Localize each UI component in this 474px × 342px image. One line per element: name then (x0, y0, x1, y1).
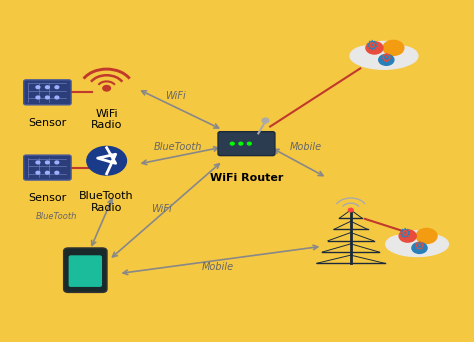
Text: Mobile: Mobile (290, 143, 322, 153)
Circle shape (383, 40, 404, 55)
Circle shape (36, 161, 40, 164)
Circle shape (55, 161, 59, 164)
Ellipse shape (381, 46, 418, 66)
FancyBboxPatch shape (24, 155, 71, 180)
Circle shape (36, 86, 40, 89)
Circle shape (230, 142, 234, 145)
Text: BlueTooth
Radio: BlueTooth Radio (79, 191, 134, 213)
FancyBboxPatch shape (218, 132, 275, 156)
Circle shape (412, 242, 427, 253)
Text: BlueTooth: BlueTooth (36, 212, 78, 221)
Circle shape (416, 228, 437, 244)
Circle shape (36, 96, 40, 99)
Circle shape (399, 230, 416, 242)
Text: ⚙: ⚙ (366, 39, 378, 53)
Circle shape (239, 142, 243, 145)
Ellipse shape (362, 41, 405, 62)
Circle shape (247, 142, 251, 145)
Circle shape (46, 96, 49, 99)
FancyBboxPatch shape (64, 248, 107, 292)
Circle shape (87, 146, 127, 175)
Ellipse shape (397, 231, 437, 249)
Text: ⚙: ⚙ (414, 240, 425, 253)
Circle shape (46, 86, 49, 89)
Ellipse shape (389, 236, 446, 256)
Text: Sensor: Sensor (28, 193, 66, 203)
Text: ⚙: ⚙ (419, 227, 434, 245)
Circle shape (103, 86, 110, 91)
Ellipse shape (414, 235, 448, 253)
Circle shape (36, 171, 40, 174)
Text: Mobile: Mobile (202, 262, 234, 272)
Circle shape (366, 42, 383, 54)
Circle shape (46, 161, 49, 164)
Circle shape (55, 96, 59, 99)
Ellipse shape (350, 46, 387, 66)
Text: WiFi
Radio: WiFi Radio (91, 109, 122, 131)
Ellipse shape (386, 235, 420, 253)
Text: ⚙: ⚙ (399, 227, 411, 241)
Text: ⚙: ⚙ (386, 39, 401, 57)
Circle shape (55, 171, 59, 174)
FancyBboxPatch shape (24, 80, 71, 105)
Ellipse shape (353, 47, 415, 69)
Circle shape (55, 86, 59, 89)
Circle shape (46, 171, 49, 174)
Text: Sensor: Sensor (28, 118, 66, 128)
Text: WiFi Router: WiFi Router (210, 173, 283, 183)
Text: WiFi: WiFi (165, 91, 186, 101)
Circle shape (348, 208, 353, 212)
Text: WiFi: WiFi (151, 204, 172, 214)
Text: BlueTooth: BlueTooth (154, 143, 202, 153)
Text: ⚙: ⚙ (381, 52, 392, 65)
FancyBboxPatch shape (69, 255, 102, 287)
Circle shape (379, 54, 394, 65)
Circle shape (262, 118, 269, 123)
